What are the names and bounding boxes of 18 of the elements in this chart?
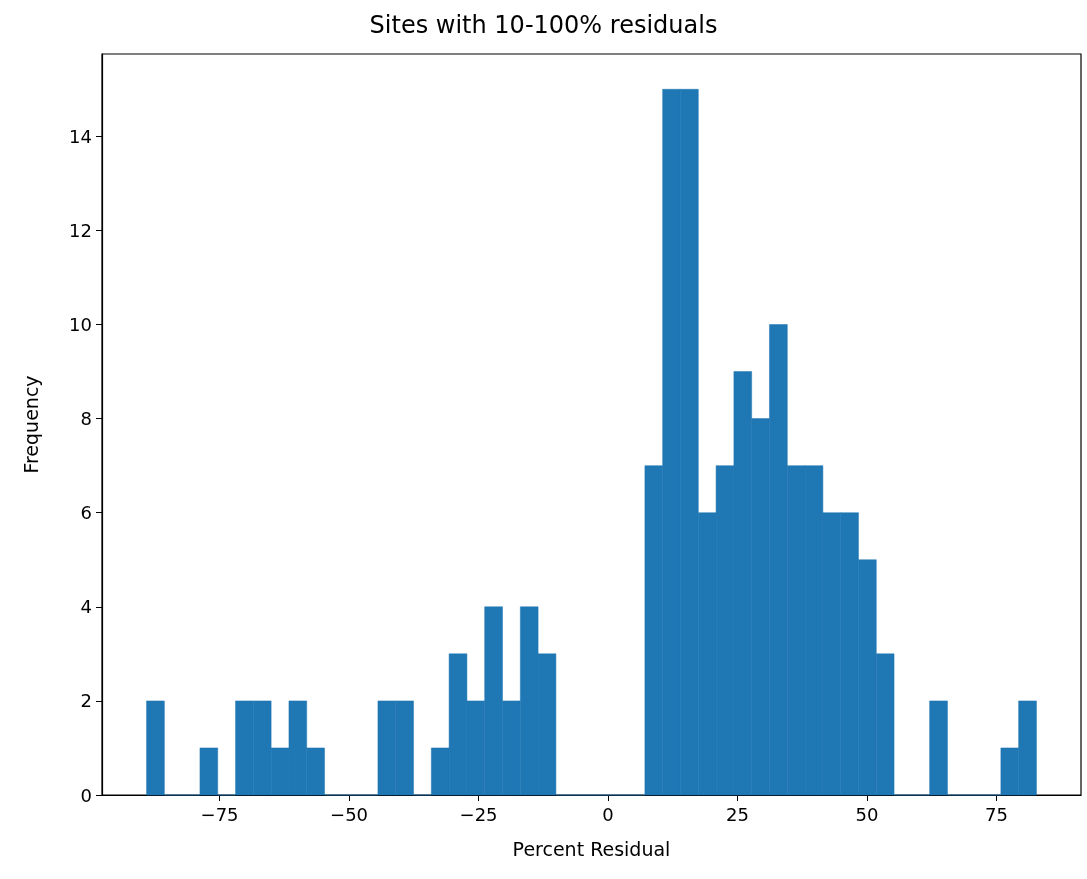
x-axis-title: Percent Residual	[512, 837, 671, 860]
y-tick-label: 0	[80, 784, 92, 806]
y-tick-label: 10	[69, 314, 92, 336]
x-tick-label: −50	[330, 803, 369, 825]
x-tick-label: 0	[602, 803, 614, 825]
y-tick-label: 6	[80, 502, 92, 524]
y-tick-label: 12	[69, 219, 92, 241]
y-tick-label: 2	[80, 690, 92, 712]
y-axis-title: Frequency	[19, 375, 42, 474]
x-tick-label: 75	[985, 803, 1009, 825]
x-tick-label: −25	[459, 803, 498, 825]
y-tick-label: 8	[80, 408, 92, 430]
x-tick-label: 50	[855, 803, 879, 825]
y-tick-label: 4	[80, 596, 92, 618]
x-tick-label: 25	[726, 803, 750, 825]
y-tick-label: 14	[69, 125, 92, 147]
x-tick-label: −75	[200, 803, 239, 825]
chart-title: Sites with 10-100% residuals	[369, 11, 718, 39]
